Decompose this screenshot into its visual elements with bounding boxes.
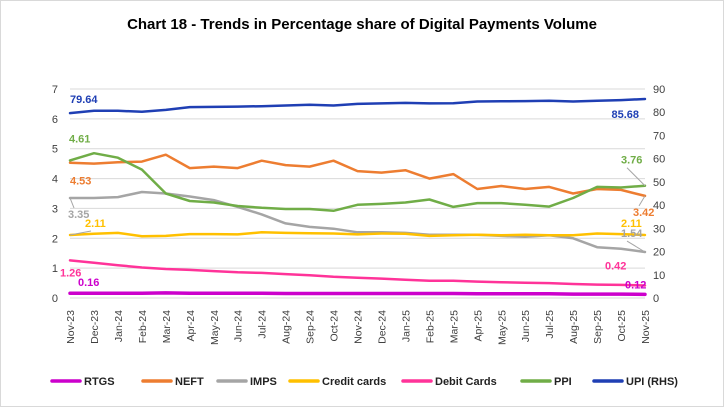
- x-tick-label: Nov-23: [65, 310, 77, 344]
- data-label-upi-rhs: 85.68: [611, 109, 639, 121]
- y-right-tick-label: 50: [653, 177, 665, 189]
- data-label-credit-cards: 2.11: [621, 218, 642, 230]
- x-tick-label: Jun-24: [233, 310, 245, 342]
- x-tick-label: Oct-25: [616, 310, 628, 342]
- y-right-tick-label: 10: [653, 270, 665, 282]
- data-label-leader: [638, 195, 646, 207]
- x-tick-label: Dec-24: [376, 310, 388, 344]
- y-left-tick-label: 1: [52, 263, 58, 275]
- x-tick-label: May-24: [209, 310, 221, 345]
- data-label-ppi: 4.61: [69, 133, 90, 145]
- x-tick-label: Jan-25: [400, 310, 412, 342]
- series-line-debit-cards: [68, 259, 647, 287]
- legend-label-imps: IMPS: [250, 376, 277, 388]
- data-label-leader: [69, 197, 75, 209]
- x-tick-label: Feb-25: [424, 310, 436, 343]
- data-label-leader: [626, 240, 646, 253]
- data-label-rtgs: 0.12: [625, 279, 646, 291]
- data-label-imps: 3.35: [68, 209, 89, 221]
- x-tick-label: Aug-24: [281, 310, 293, 344]
- series-line-upi-rhs: [68, 97, 647, 115]
- x-tick-label: Jun-25: [520, 310, 532, 342]
- series-line-rtgs: [68, 291, 647, 297]
- data-label-neft: 4.53: [70, 176, 91, 188]
- data-label-ppi: 3.76: [621, 155, 642, 167]
- data-label-neft: 3.42: [633, 207, 654, 219]
- y-left-tick-label: 0: [52, 293, 58, 305]
- x-tick-label: Sep-25: [592, 310, 604, 344]
- series-line-ppi: [68, 151, 647, 213]
- x-tick-label: Nov-24: [353, 310, 365, 344]
- x-tick-label: Jul-24: [257, 310, 269, 339]
- y-right-tick-label: 20: [653, 247, 665, 259]
- data-label-imps: 1.54: [621, 228, 643, 240]
- x-tick-label: May-25: [496, 310, 508, 345]
- x-tick-label: Jan-24: [113, 310, 125, 342]
- y-right-tick-label: 60: [653, 154, 665, 166]
- x-tick-label: Sep-24: [305, 310, 317, 344]
- legend-label-rtgs: RTGS: [84, 376, 115, 388]
- data-label-credit-cards: 2.11: [85, 218, 106, 230]
- series-line-neft: [68, 153, 647, 198]
- x-tick-label: Jul-25: [544, 310, 556, 339]
- y-right-tick-label: 30: [653, 223, 665, 235]
- chart-title: Chart 18 - Trends in Percentage share of…: [127, 16, 597, 33]
- x-tick-label: Aug-25: [568, 310, 580, 344]
- legend-label-credit-cards: Credit cards: [322, 376, 386, 388]
- y-left-tick-label: 3: [52, 203, 58, 215]
- series-line-credit-cards: [68, 231, 647, 238]
- legend-label-ppi: PPI: [554, 376, 572, 388]
- legend-label-debit-cards: Debit Cards: [435, 376, 497, 388]
- data-label-upi-rhs: 79.64: [70, 94, 98, 106]
- y-right-tick-label: 0: [653, 293, 659, 305]
- x-tick-label: Apr-25: [472, 310, 484, 342]
- y-left-tick-label: 4: [52, 174, 58, 186]
- y-right-tick-label: 90: [653, 84, 665, 96]
- y-right-tick-label: 70: [653, 130, 665, 142]
- y-left-tick-label: 6: [52, 114, 58, 126]
- data-label-debit-cards: 1.26: [60, 267, 81, 279]
- legend-label-neft: NEFT: [175, 376, 204, 388]
- y-left-tick-label: 7: [52, 84, 58, 96]
- x-tick-label: Mar-25: [448, 310, 460, 343]
- y-right-tick-label: 40: [653, 200, 665, 212]
- x-tick-label: Dec-23: [89, 310, 101, 344]
- y-right-tick-label: 80: [653, 107, 665, 119]
- data-label-leader: [69, 230, 92, 236]
- x-tick-label: Feb-24: [137, 310, 149, 343]
- x-tick-label: Oct-24: [329, 310, 341, 342]
- x-tick-label: Apr-24: [185, 310, 197, 342]
- data-label-leader: [626, 167, 646, 187]
- y-left-tick-label: 2: [52, 233, 58, 245]
- data-label-rtgs: 0.16: [78, 277, 99, 289]
- x-tick-label: Nov-25: [640, 310, 652, 344]
- y-left-tick-label: 5: [52, 144, 58, 156]
- series-line-imps: [68, 190, 647, 254]
- x-tick-label: Mar-24: [161, 310, 173, 343]
- data-label-debit-cards: 0.42: [605, 260, 626, 272]
- legend-label-upi-rhs: UPI (RHS): [626, 376, 678, 388]
